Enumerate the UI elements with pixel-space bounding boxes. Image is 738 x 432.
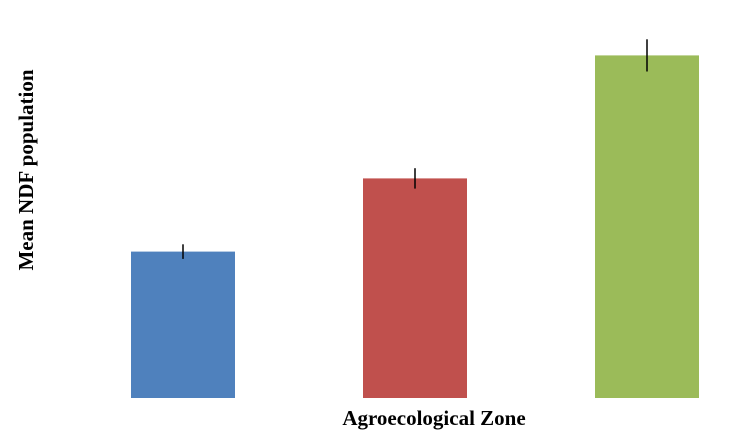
bar-3 <box>595 55 699 399</box>
error-bars-layer <box>182 39 648 259</box>
y-axis-title: Mean NDF population <box>14 69 38 270</box>
bar-2 <box>363 178 467 398</box>
bars-layer <box>131 55 699 399</box>
x-axis-title: Agroecological Zone <box>342 406 525 430</box>
bar-1 <box>131 251 235 398</box>
